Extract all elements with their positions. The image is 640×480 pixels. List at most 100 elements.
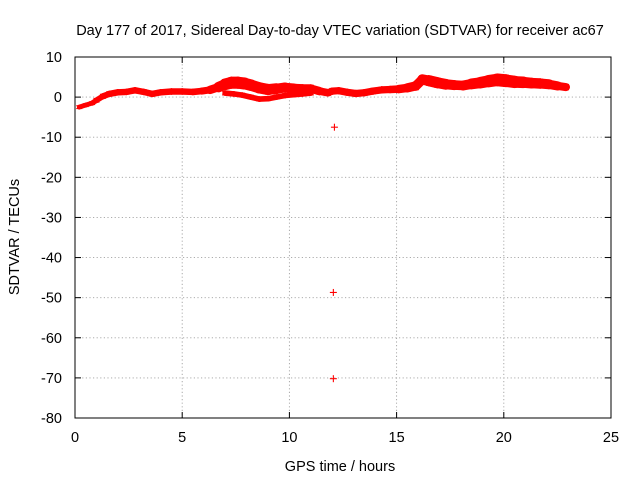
data-point: [434, 77, 441, 89]
x-tick-label: 15: [389, 430, 405, 446]
data-point: [528, 77, 535, 89]
data-point: [273, 94, 280, 100]
data-point: [264, 95, 271, 102]
data-point: [387, 85, 394, 94]
data-point: [485, 75, 492, 88]
x-axis-label: GPS time / hours: [285, 459, 395, 475]
data-point: [412, 81, 419, 91]
data-point: [335, 87, 342, 95]
series-sdtvar-dense-band: [76, 73, 571, 110]
outlier-point: [329, 288, 337, 296]
data-point: [451, 80, 458, 90]
data-point: [502, 74, 509, 88]
data-point: [554, 81, 561, 91]
data-point: [511, 75, 518, 88]
y-tick-label: -50: [41, 291, 62, 307]
data-point: [241, 77, 248, 90]
x-tick-label: 5: [178, 430, 186, 446]
data-point: [282, 82, 289, 93]
data-point: [425, 75, 432, 87]
data-point: [562, 83, 569, 91]
data-point: [468, 78, 475, 90]
data-point: [114, 89, 121, 96]
data-point: [247, 79, 254, 91]
y-tick-label: -30: [41, 210, 62, 226]
data-point: [179, 88, 186, 95]
data-point: [307, 90, 314, 96]
data-point: [76, 104, 83, 110]
data-point: [123, 88, 130, 96]
grid: [75, 57, 611, 418]
x-tick-label: 20: [496, 430, 512, 446]
data-point: [230, 91, 237, 97]
plot-frame: [74, 56, 612, 419]
y-tick-label: -40: [41, 251, 62, 267]
data-point: [239, 92, 246, 98]
data-point: [282, 92, 289, 99]
data-band-layer: [76, 73, 571, 110]
y-tick-label: -20: [41, 170, 62, 186]
data-point: [132, 87, 139, 94]
outlier-point: [330, 123, 338, 131]
series-outliers: [329, 123, 338, 383]
data-point: [290, 91, 297, 98]
data-point: [140, 88, 147, 96]
data-point: [189, 88, 196, 96]
data-point: [222, 90, 229, 96]
data-point: [168, 88, 175, 95]
data-point: [442, 79, 449, 90]
data-point: [99, 93, 106, 100]
data-point: [207, 86, 214, 94]
data-point: [395, 85, 402, 94]
data-point: [149, 90, 156, 98]
series-sdtvar-lower-branch: [222, 90, 314, 102]
data-point: [537, 78, 544, 89]
data-point: [264, 83, 271, 96]
x-tick-label: 25: [603, 430, 619, 446]
data-point: [234, 76, 241, 89]
data-point: [273, 83, 280, 94]
y-tick-label: -70: [41, 371, 62, 387]
data-point: [329, 87, 336, 95]
data-point: [344, 88, 351, 96]
data-point: [157, 89, 164, 96]
data-point: [299, 91, 306, 97]
data-point: [316, 87, 323, 96]
data-point: [361, 89, 368, 97]
data-point: [419, 74, 426, 85]
data-point: [93, 97, 100, 104]
tick-layer: 0 5 10 15 20 25 10 0 -10 -20 -30 -40 -50 -60 -70 -80: [41, 50, 619, 446]
y-axis-label: SDTVAR / TECUs: [7, 179, 23, 295]
chart-title: Day 177 of 2017, Sidereal Day-to-day VTE…: [76, 23, 604, 39]
data-point-layer: [329, 123, 338, 383]
y-tick-label: 10: [46, 50, 62, 66]
data-point: [494, 73, 501, 87]
data-point: [324, 89, 331, 97]
y-tick-label: -10: [41, 130, 62, 146]
data-point: [256, 82, 263, 94]
x-tick-label: 10: [281, 430, 297, 446]
data-point: [404, 83, 411, 93]
data-point: [222, 78, 229, 90]
data-point: [215, 82, 222, 92]
outlier-point: [329, 375, 337, 383]
data-point: [198, 87, 205, 95]
band-segment: [299, 90, 314, 97]
data-point: [106, 90, 113, 98]
data-point: [460, 80, 467, 91]
y-tick-label: 0: [54, 90, 62, 106]
data-point: [370, 87, 377, 95]
data-point: [247, 94, 254, 100]
data-point: [545, 79, 552, 90]
data-point: [378, 86, 385, 94]
band-segment: [553, 81, 571, 92]
data-point: [477, 77, 484, 89]
data-point: [228, 76, 235, 89]
x-tick-label: 0: [71, 430, 79, 446]
data-point: [352, 89, 359, 98]
y-tick-label: -60: [41, 331, 62, 347]
y-tick-label: -80: [41, 411, 62, 427]
data-point: [520, 76, 527, 88]
